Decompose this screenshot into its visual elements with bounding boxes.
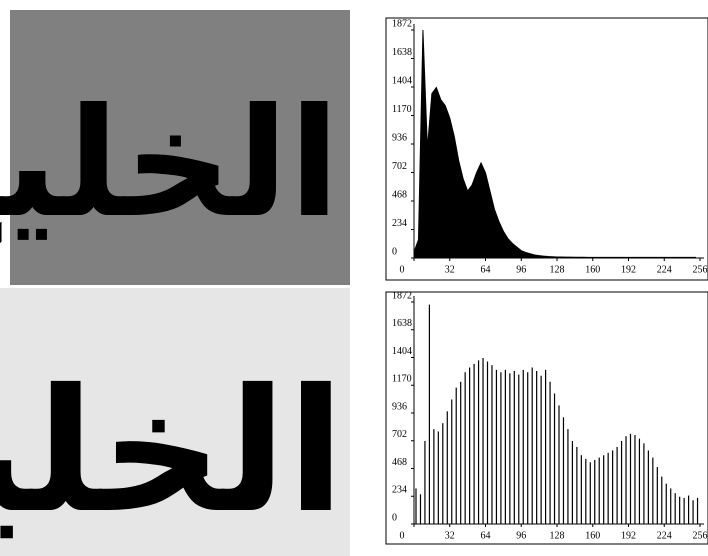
x-tick-label: 256 [693,264,708,275]
x-tick-label: 192 [621,530,636,541]
x-tick-label: 192 [621,264,636,275]
x-tick-label: 0 [400,530,405,541]
x-tick-label: 0 [400,264,405,275]
y-tick-label: 936 [392,132,407,143]
y-tick-label: 1404 [392,346,412,357]
y-tick-label: 234 [392,218,407,229]
x-tick-label: 160 [585,530,600,541]
y-tick-label: 1404 [392,75,412,86]
x-tick-label: 128 [550,530,565,541]
y-tick-label: 702 [392,161,407,172]
y-tick-label: 468 [392,189,407,200]
y-tick-label: 936 [392,401,407,412]
y-tick-label: 234 [392,485,407,496]
figure: الخليج الخليج 0 234 468 702 936 1170 1404 1638 1… [0,0,708,556]
x-tick-label: 96 [516,530,526,541]
y-tick-label: 1872 [392,18,412,29]
x-tick-label: 128 [550,264,565,275]
x-tick-label: 96 [516,264,526,275]
y-tick-label: 1872 [392,290,412,301]
y-tick-label: 0 [392,512,397,523]
y-tick-label: 1170 [392,374,412,385]
x-tick-label: 160 [585,264,600,275]
x-tick-label: 64 [481,264,491,275]
y-tick-label: 1170 [392,104,412,115]
x-tick-label: 224 [657,530,672,541]
y-tick-label: 1638 [392,47,412,58]
y-tick-label: 1638 [392,318,412,329]
x-tick-label: 256 [693,530,708,541]
calligraphy: الخليج [0,77,340,252]
y-tick-label: 0 [392,246,397,257]
x-tick-label: 224 [657,264,672,275]
y-tick-label: 468 [392,457,407,468]
x-tick-label: 64 [481,530,491,541]
calligraphy: الخليج [0,353,345,552]
y-tick-label: 702 [392,429,407,440]
x-tick-label: 32 [445,530,455,541]
x-tick-label: 32 [445,264,455,275]
